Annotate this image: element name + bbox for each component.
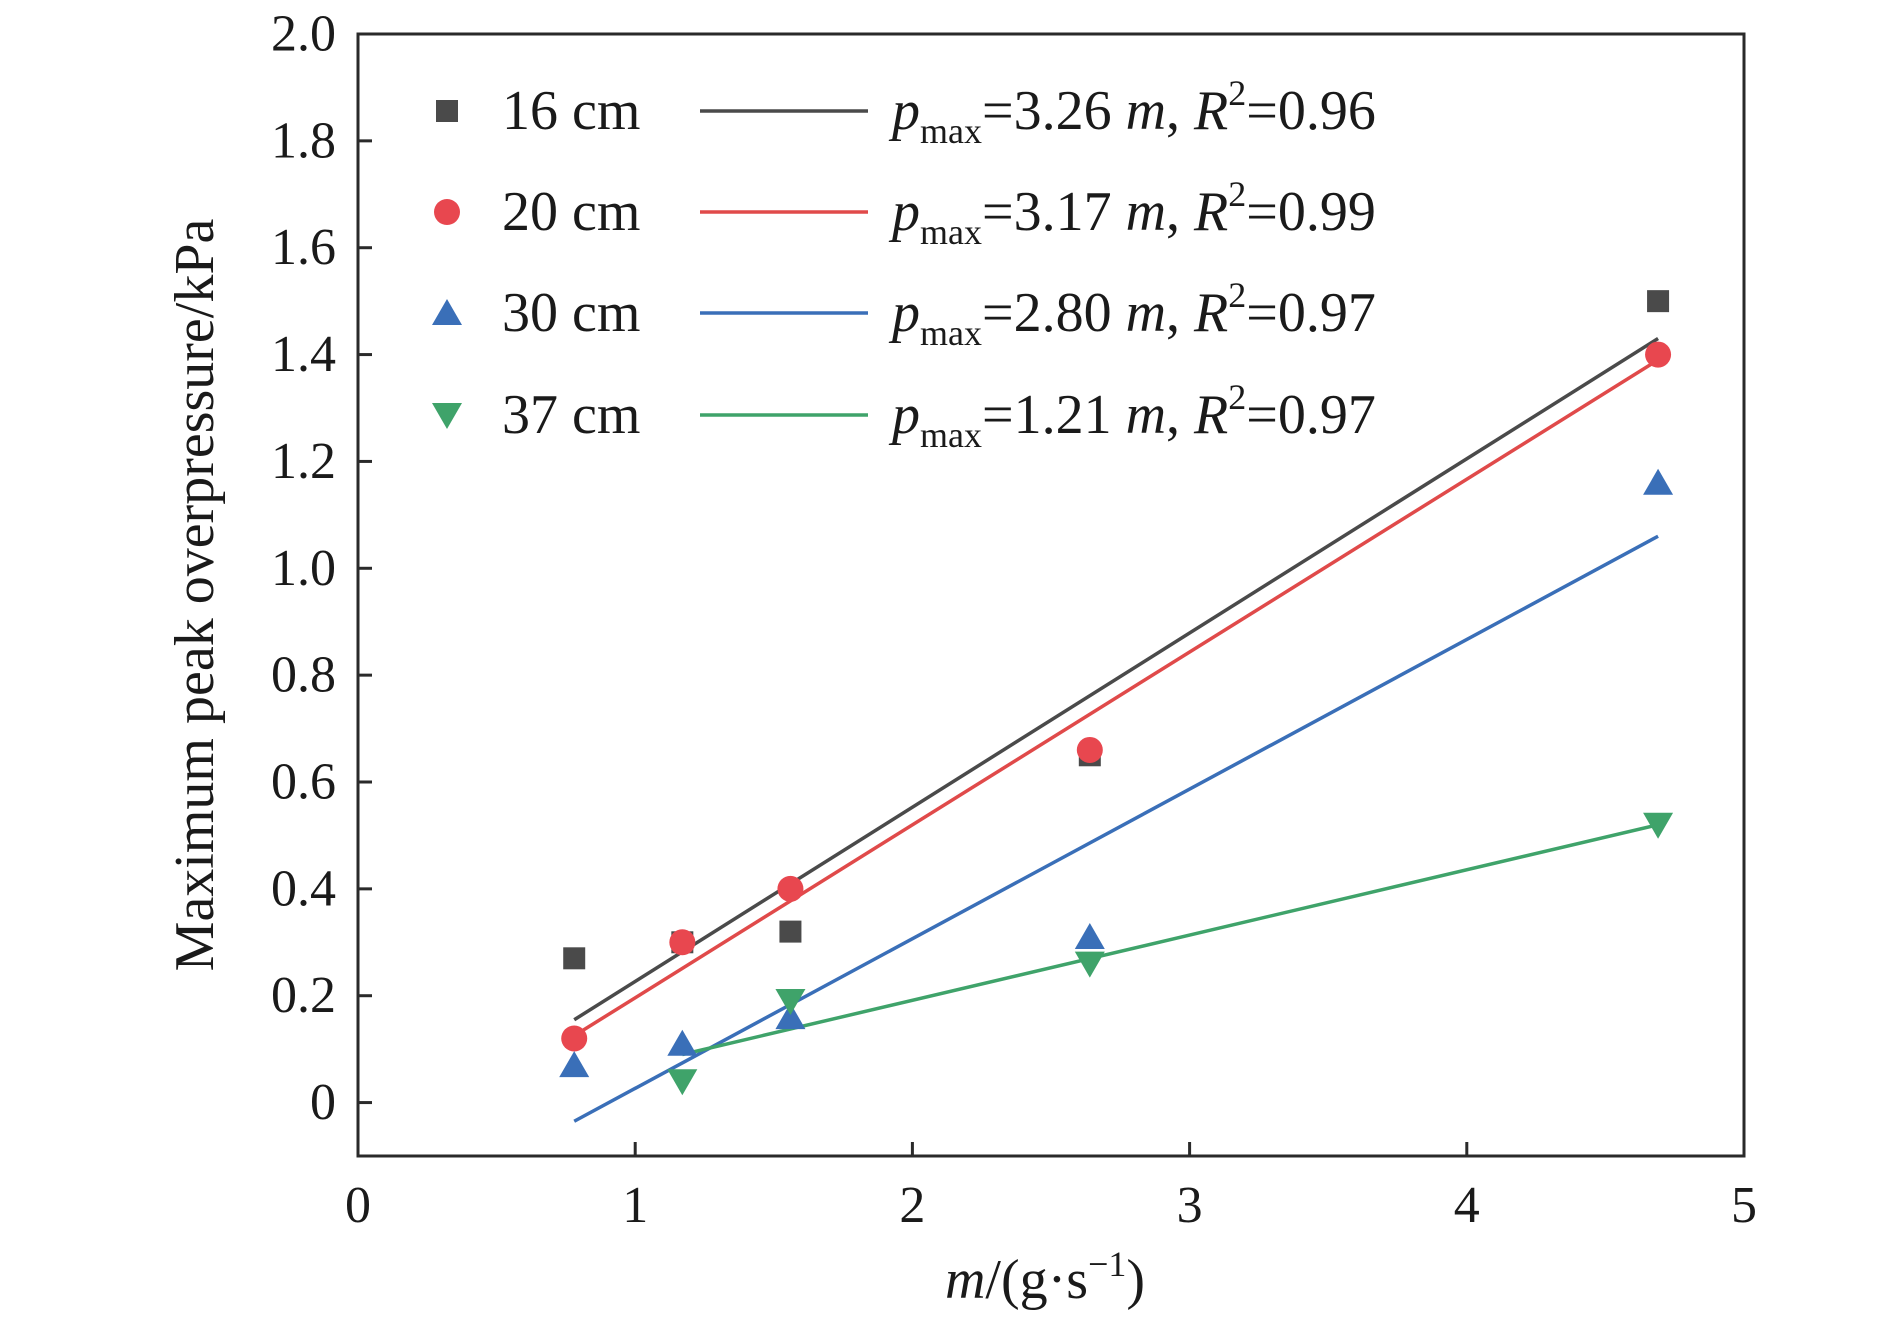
y-tick-label: 2.0 (271, 6, 336, 63)
legend-series-name: 30 cm (502, 282, 640, 344)
legend-fit-equation: pmax=2.80 m, R2=0.97 (888, 275, 1376, 353)
x-tick-label: 2 (899, 1177, 925, 1234)
data-point-37cm (667, 1069, 698, 1096)
y-tick-label: 1.0 (271, 540, 336, 597)
legend-series-name: 37 cm (502, 384, 640, 446)
y-tick-label: 0 (310, 1074, 336, 1131)
y-axis: 0 0.2 0.4 0.6 0.8 1.0 1.2 1.4 1.6 1.8 2.0 (271, 6, 372, 1131)
x-tick-label: 3 (1177, 1177, 1203, 1234)
data-point-20cm (561, 1025, 588, 1052)
x-tick-label: 5 (1731, 1177, 1757, 1234)
data-point-20cm (777, 875, 804, 902)
fit-line-16cm (573, 337, 1659, 1022)
legend-marker (432, 403, 462, 429)
legend: 16 cm pmax=3.26 m, R2=0.96 20 cm pmax=3.17 … (432, 73, 1376, 455)
data-point-20cm (669, 929, 696, 956)
data-point-16cm (1647, 290, 1670, 313)
y-tick-label: 1.6 (271, 219, 336, 276)
data-point-37cm (1643, 812, 1674, 839)
legend-series-name: 16 cm (502, 80, 640, 142)
fit-line-20cm (573, 358, 1659, 1038)
data-point-37cm (775, 989, 806, 1016)
data-point-30cm (559, 1051, 590, 1078)
legend-fit-equation: pmax=1.21 m, R2=0.97 (888, 377, 1376, 455)
x-tick-label: 0 (345, 1177, 371, 1234)
x-tick-label: 1 (622, 1177, 648, 1234)
data-points (559, 290, 1674, 1096)
data-point-20cm (1645, 341, 1672, 368)
data-point-20cm (1076, 736, 1103, 763)
x-axis-title: m/(g·s−1) (945, 1244, 1145, 1311)
x-axis: 0 1 2 3 4 5 (345, 1142, 1757, 1234)
data-point-30cm (775, 1003, 806, 1030)
legend-series-name: 20 cm (502, 181, 640, 243)
y-tick-label: 1.4 (271, 326, 336, 383)
data-point-30cm (1074, 922, 1105, 949)
y-tick-label: 1.8 (271, 112, 336, 169)
legend-fit-equation: pmax=3.17 m, R2=0.99 (888, 174, 1376, 252)
y-axis-title: Maximum peak overpressure/kPa (164, 219, 226, 972)
y-tick-label: 0.4 (271, 860, 336, 917)
legend-fit-equation: pmax=3.26 m, R2=0.96 (888, 73, 1376, 151)
legend-marker (436, 100, 458, 122)
y-tick-label: 0.8 (271, 647, 336, 704)
x-tick-label: 4 (1454, 1177, 1480, 1234)
legend-marker (434, 199, 460, 225)
fit-line-37cm (681, 823, 1659, 1057)
data-point-37cm (1074, 951, 1105, 978)
fit-lines (573, 337, 1659, 1123)
data-point-16cm (779, 920, 802, 943)
fit-line-30cm (573, 534, 1659, 1123)
data-point-30cm (1643, 468, 1674, 495)
y-tick-label: 0.6 (271, 754, 336, 811)
data-point-30cm (667, 1029, 698, 1056)
data-point-16cm (563, 947, 586, 970)
y-tick-label: 0.2 (271, 967, 336, 1024)
y-tick-label: 1.2 (271, 433, 336, 490)
plot-frame (356, 32, 1746, 1158)
legend-marker (432, 299, 462, 325)
